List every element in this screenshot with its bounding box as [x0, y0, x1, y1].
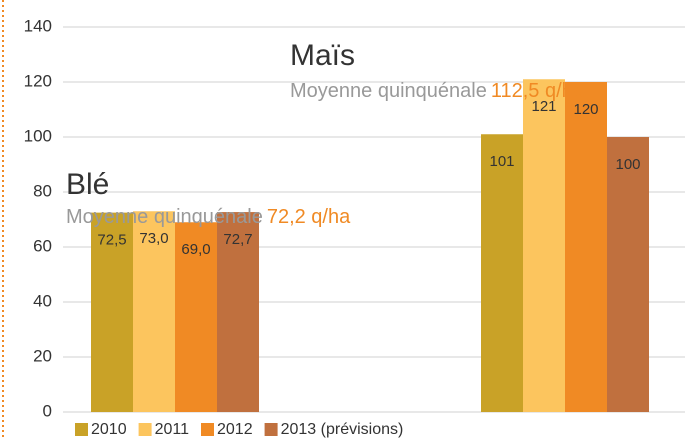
- average-annotation: Moyenne quinquénale 112,5 q/ha: [290, 80, 585, 102]
- y-tick-label: 0: [43, 401, 52, 420]
- value-label: 120: [573, 101, 598, 118]
- y-tick-label: 140: [24, 16, 52, 35]
- average-value: 112,5 q/ha: [491, 80, 585, 102]
- legend-swatch: [75, 423, 88, 436]
- value-label: 73,0: [139, 230, 168, 247]
- bar: [523, 79, 565, 412]
- category-label: Blé: [66, 168, 109, 201]
- value-label: 72,5: [97, 232, 126, 249]
- category-label: Maïs: [290, 39, 355, 72]
- y-tick-label: 80: [33, 181, 52, 200]
- bar: [133, 211, 175, 412]
- legend-swatch: [264, 423, 278, 436]
- average-value: 72,2 q/ha: [267, 206, 351, 228]
- y-tick-label: 100: [24, 126, 52, 145]
- legend-swatch: [201, 423, 214, 436]
- average-annotation: Moyenne quinquénale 72,2 q/ha: [66, 206, 351, 228]
- legend-swatch: [138, 423, 152, 436]
- y-tick-label: 120: [24, 71, 52, 90]
- value-label: 121: [531, 98, 556, 115]
- bar: [481, 134, 523, 412]
- legend-label: 2011: [155, 421, 190, 438]
- bar: [175, 222, 217, 412]
- average-label: Moyenne quinquénale: [290, 80, 487, 102]
- legend-label: 2013 (prévisions): [281, 421, 404, 438]
- y-tick-label: 40: [33, 291, 52, 310]
- legend-label: 2010: [91, 421, 127, 438]
- value-label: 69,0: [181, 241, 210, 258]
- bar: [217, 212, 259, 412]
- bar: [91, 212, 133, 412]
- legend-label: 2012: [217, 421, 253, 438]
- y-tick-label: 20: [33, 346, 52, 365]
- value-label: 101: [489, 153, 514, 170]
- value-label: 100: [615, 156, 640, 173]
- y-tick-label: 60: [33, 236, 52, 255]
- bar: [607, 137, 649, 412]
- bar: [565, 82, 607, 412]
- value-label: 72,7: [223, 231, 252, 248]
- average-label: Moyenne quinquénale: [66, 206, 263, 228]
